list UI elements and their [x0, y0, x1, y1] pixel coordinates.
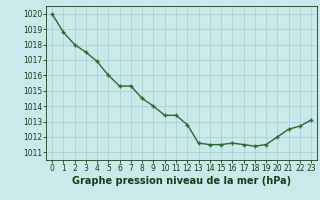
X-axis label: Graphe pression niveau de la mer (hPa): Graphe pression niveau de la mer (hPa) [72, 176, 291, 186]
